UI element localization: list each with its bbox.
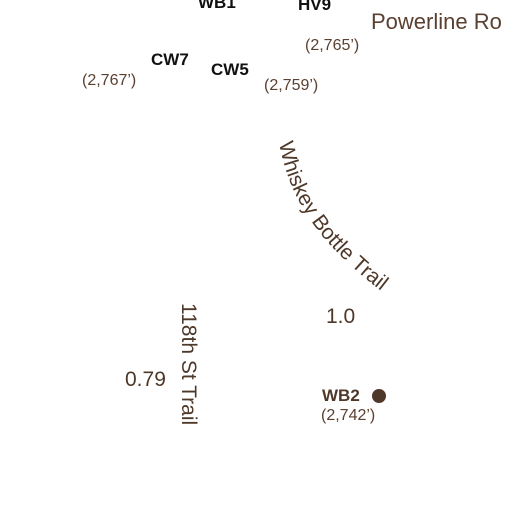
st118-distance: 0.79 [125,368,166,391]
st118-trail-label: 118th St Trail [177,303,200,425]
whiskey-bottle-distance: 1.0 [326,305,356,328]
waypoint-cw7-elevation: (2,767’) [82,72,137,89]
waypoint-wb2-elevation: (2,742’) [321,407,376,424]
whiskey-bottle-trail-name: Whiskey Bottle Trail [274,139,392,295]
waypoint-cw5-code: CW5 [211,60,249,79]
waypoint-hv9-code: HV9 [298,0,332,14]
waypoint-cw5-elevation: (2,759’) [264,77,319,94]
whiskey-bottle-trail-label: Whiskey Bottle Trail [274,139,392,295]
waypoint-wb1-code: WB1 [198,0,236,12]
waypoint-hv9-elevation: (2,765’) [305,37,360,54]
powerline-road-label: Powerline Ro [371,9,502,34]
waypoint-wb2-code: WB2 [322,386,360,405]
waypoint-wb2-marker[interactable] [372,389,386,403]
waypoint-cw7-code: CW7 [151,50,189,69]
